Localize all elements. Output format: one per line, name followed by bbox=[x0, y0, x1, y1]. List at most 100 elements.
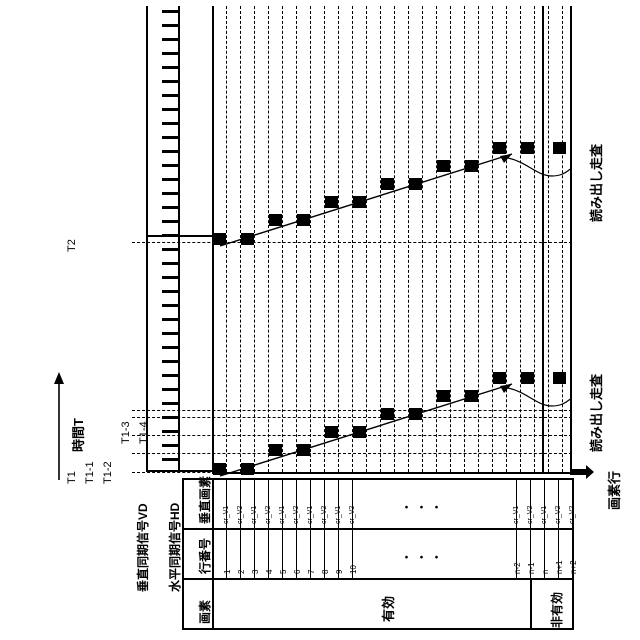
hd-pulse bbox=[162, 444, 180, 447]
scan2-trend-line bbox=[212, 136, 572, 256]
table-column-divider bbox=[240, 478, 241, 578]
hd-pulse bbox=[162, 332, 180, 335]
hd-pulse bbox=[162, 248, 180, 251]
time-tick-T1-2: T1-2 bbox=[102, 461, 114, 484]
table-cell-row-number: 2 bbox=[237, 570, 246, 574]
table-band-divider-2 bbox=[182, 578, 574, 580]
table-cell-row-number: n+2 bbox=[569, 560, 578, 574]
hd-pulse bbox=[162, 304, 180, 307]
diagram-canvas: 時間T T1 T1-1 T1-2 T1-3 T1-4 T2 読み出し走査 読み出… bbox=[0, 0, 640, 640]
hd-pulse bbox=[162, 220, 180, 223]
hd-pulse bbox=[162, 10, 180, 13]
hd-pulse bbox=[162, 360, 180, 363]
hd-pulse bbox=[162, 80, 180, 83]
table-column-divider bbox=[296, 478, 297, 578]
time-tick-T1-1: T1-1 bbox=[84, 461, 96, 484]
hd-pulse bbox=[162, 150, 180, 153]
table-cell-row-number: 8 bbox=[321, 570, 330, 574]
hd-pulse bbox=[162, 24, 180, 27]
time-tick-T1-4: T1-4 bbox=[138, 421, 150, 444]
hd-pulse bbox=[162, 66, 180, 69]
table-row-header-pixel: 画素 bbox=[196, 600, 213, 624]
table-cell-cr: cr_V2 bbox=[237, 506, 244, 524]
table-column-divider bbox=[338, 478, 339, 578]
table-row-header-vertical-pixel: 垂直画素 bbox=[196, 476, 213, 524]
table-column-divider bbox=[226, 478, 227, 578]
row-axis-label: 画素行 bbox=[604, 471, 623, 510]
vd-signal-trace bbox=[146, 6, 148, 236]
table-cell-cr: cr_V1 bbox=[513, 506, 520, 524]
table-column-divider bbox=[310, 478, 311, 578]
hd-pulse bbox=[162, 402, 180, 405]
hd-pulse bbox=[162, 430, 180, 433]
annotation-readout-scan-2: 読み出し走査 bbox=[586, 144, 605, 222]
hd-pulse bbox=[162, 290, 180, 293]
table-cell-cr: cr_V2 bbox=[569, 506, 576, 524]
table-cell-cr: cr_V1 bbox=[223, 506, 230, 524]
table-cell-cr: cr_V1 bbox=[335, 506, 342, 524]
table-column-divider bbox=[268, 478, 269, 578]
validity-valid-label: 有効 bbox=[378, 596, 397, 622]
table-column-divider bbox=[324, 478, 325, 578]
hd-pulse bbox=[162, 234, 180, 237]
time-axis-label: 時間T bbox=[68, 418, 87, 452]
table-cell-row-number: 6 bbox=[293, 570, 302, 574]
hd-pulse bbox=[162, 388, 180, 391]
table-cell-row-number: 4 bbox=[265, 570, 274, 574]
table-cell-cr: cr_V1 bbox=[251, 506, 258, 524]
hd-pulse bbox=[162, 416, 180, 419]
table-cell-row-number: n+1 bbox=[555, 560, 564, 574]
hd-pulse bbox=[162, 262, 180, 265]
table-column-divider bbox=[544, 478, 545, 578]
table-column-divider bbox=[282, 478, 283, 578]
table-column-divider bbox=[352, 478, 353, 578]
table-cell-row-number: 9 bbox=[335, 570, 344, 574]
table-cell-row-number: 3 bbox=[251, 570, 260, 574]
table-cell-cr: cr_V1 bbox=[541, 506, 548, 524]
time-tick-T1-3: T1-3 bbox=[120, 421, 132, 444]
annotation-readout-scan-1: 読み出し走査 bbox=[586, 374, 605, 452]
hd-pulse bbox=[162, 122, 180, 125]
validity-invalid-label: 非有効 bbox=[548, 592, 565, 628]
vd-signal-trace-low bbox=[146, 236, 148, 472]
table-cell-cr: cr_V2 bbox=[321, 506, 328, 524]
hd-pulse bbox=[162, 318, 180, 321]
validity-divider bbox=[530, 578, 532, 630]
table-cell-row-number: 1 bbox=[223, 570, 232, 574]
table-cell-cr: cr_V2 bbox=[349, 506, 356, 524]
hd-pulse bbox=[162, 276, 180, 279]
table-cell-cr: cr_V1 bbox=[279, 506, 286, 524]
table-cell-row-number: n-1 bbox=[527, 562, 536, 574]
table-cell-row-number: 7 bbox=[307, 570, 316, 574]
hd-pulse bbox=[162, 192, 180, 195]
timing-plot-area bbox=[212, 6, 572, 472]
hd-pulse bbox=[162, 136, 180, 139]
table-column-divider bbox=[254, 478, 255, 578]
table-cell-row-number: 5 bbox=[279, 570, 288, 574]
hd-pulse bbox=[162, 108, 180, 111]
hd-pulse bbox=[162, 178, 180, 181]
hd-pulse bbox=[162, 38, 180, 41]
table-cell-row-number: n-2 bbox=[513, 562, 522, 574]
hd-pulse bbox=[162, 206, 180, 209]
ellipsis-row-number: ・・・ bbox=[400, 547, 445, 566]
hd-signal-label: 水平同期信号HD bbox=[166, 503, 183, 592]
hd-pulse bbox=[162, 94, 180, 97]
vd-signal-label: 垂直同期信号VD bbox=[134, 503, 151, 592]
time-tick-T2: T2 bbox=[66, 239, 78, 252]
hd-pulse bbox=[162, 164, 180, 167]
time-axis-arrow-icon bbox=[52, 372, 66, 482]
table-cell-row-number: n bbox=[541, 570, 550, 574]
hd-pulse bbox=[162, 458, 180, 461]
scan1-trend-line bbox=[212, 366, 572, 486]
hd-pulse bbox=[162, 346, 180, 349]
table-cell-cr: cr_V1 bbox=[307, 506, 314, 524]
table-cell-cr: cr_V2 bbox=[265, 506, 272, 524]
table-row-header-row-number: 行番号 bbox=[196, 538, 213, 574]
hd-pulse bbox=[162, 52, 180, 55]
table-cell-cr: cr_V2 bbox=[527, 506, 534, 524]
time-tick-T1: T1 bbox=[66, 471, 78, 484]
ellipsis-vertical-pixel: ・・・ bbox=[400, 497, 445, 516]
table-cell-cr: cr_V2 bbox=[293, 506, 300, 524]
table-cell-cr: cr_V2 bbox=[555, 506, 562, 524]
